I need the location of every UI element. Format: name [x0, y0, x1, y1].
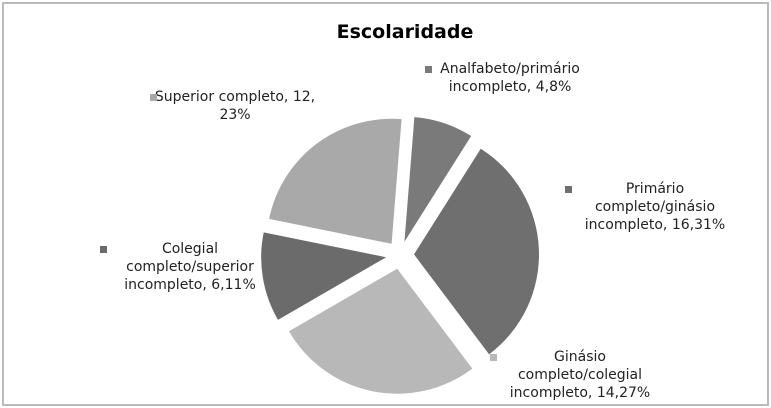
category-label: Primário completo/ginásio incompleto,	[584, 181, 716, 233]
legend-marker	[150, 94, 157, 101]
legend-marker	[425, 66, 432, 73]
legend-marker	[100, 246, 107, 253]
category-label: Ginásio completo/colegial incompleto,	[509, 349, 643, 401]
value-label: 12, 23%	[219, 89, 316, 123]
category-label: Superior completo,	[154, 89, 289, 105]
pie-slice	[413, 148, 539, 355]
pie-slice	[288, 268, 473, 394]
pie-slice	[404, 117, 472, 242]
chart-title: Escolaridade	[337, 21, 474, 43]
data-label: Superior completo, 12, 23%	[150, 88, 320, 124]
value-label: 4,8%	[535, 79, 572, 95]
legend-marker	[565, 186, 572, 193]
category-label: Colegial completo/superior incompleto,	[124, 241, 254, 293]
legend-marker	[490, 354, 497, 361]
value-label: 16,31%	[671, 217, 726, 233]
data-label: Primário completo/ginásio incompleto, 16…	[565, 180, 745, 234]
data-label: Analfabeto/primário incompleto, 4,8%	[425, 60, 595, 96]
value-label: 14,27%	[596, 385, 651, 401]
data-label: Colegial completo/superior incompleto, 6…	[100, 240, 280, 294]
category-label: Analfabeto/primário incompleto,	[440, 61, 580, 95]
pie-slice	[261, 232, 387, 320]
value-label: 6,11%	[211, 277, 256, 293]
data-label: Ginásio completo/colegial incompleto, 14…	[490, 348, 670, 402]
pie-slice	[269, 118, 402, 244]
